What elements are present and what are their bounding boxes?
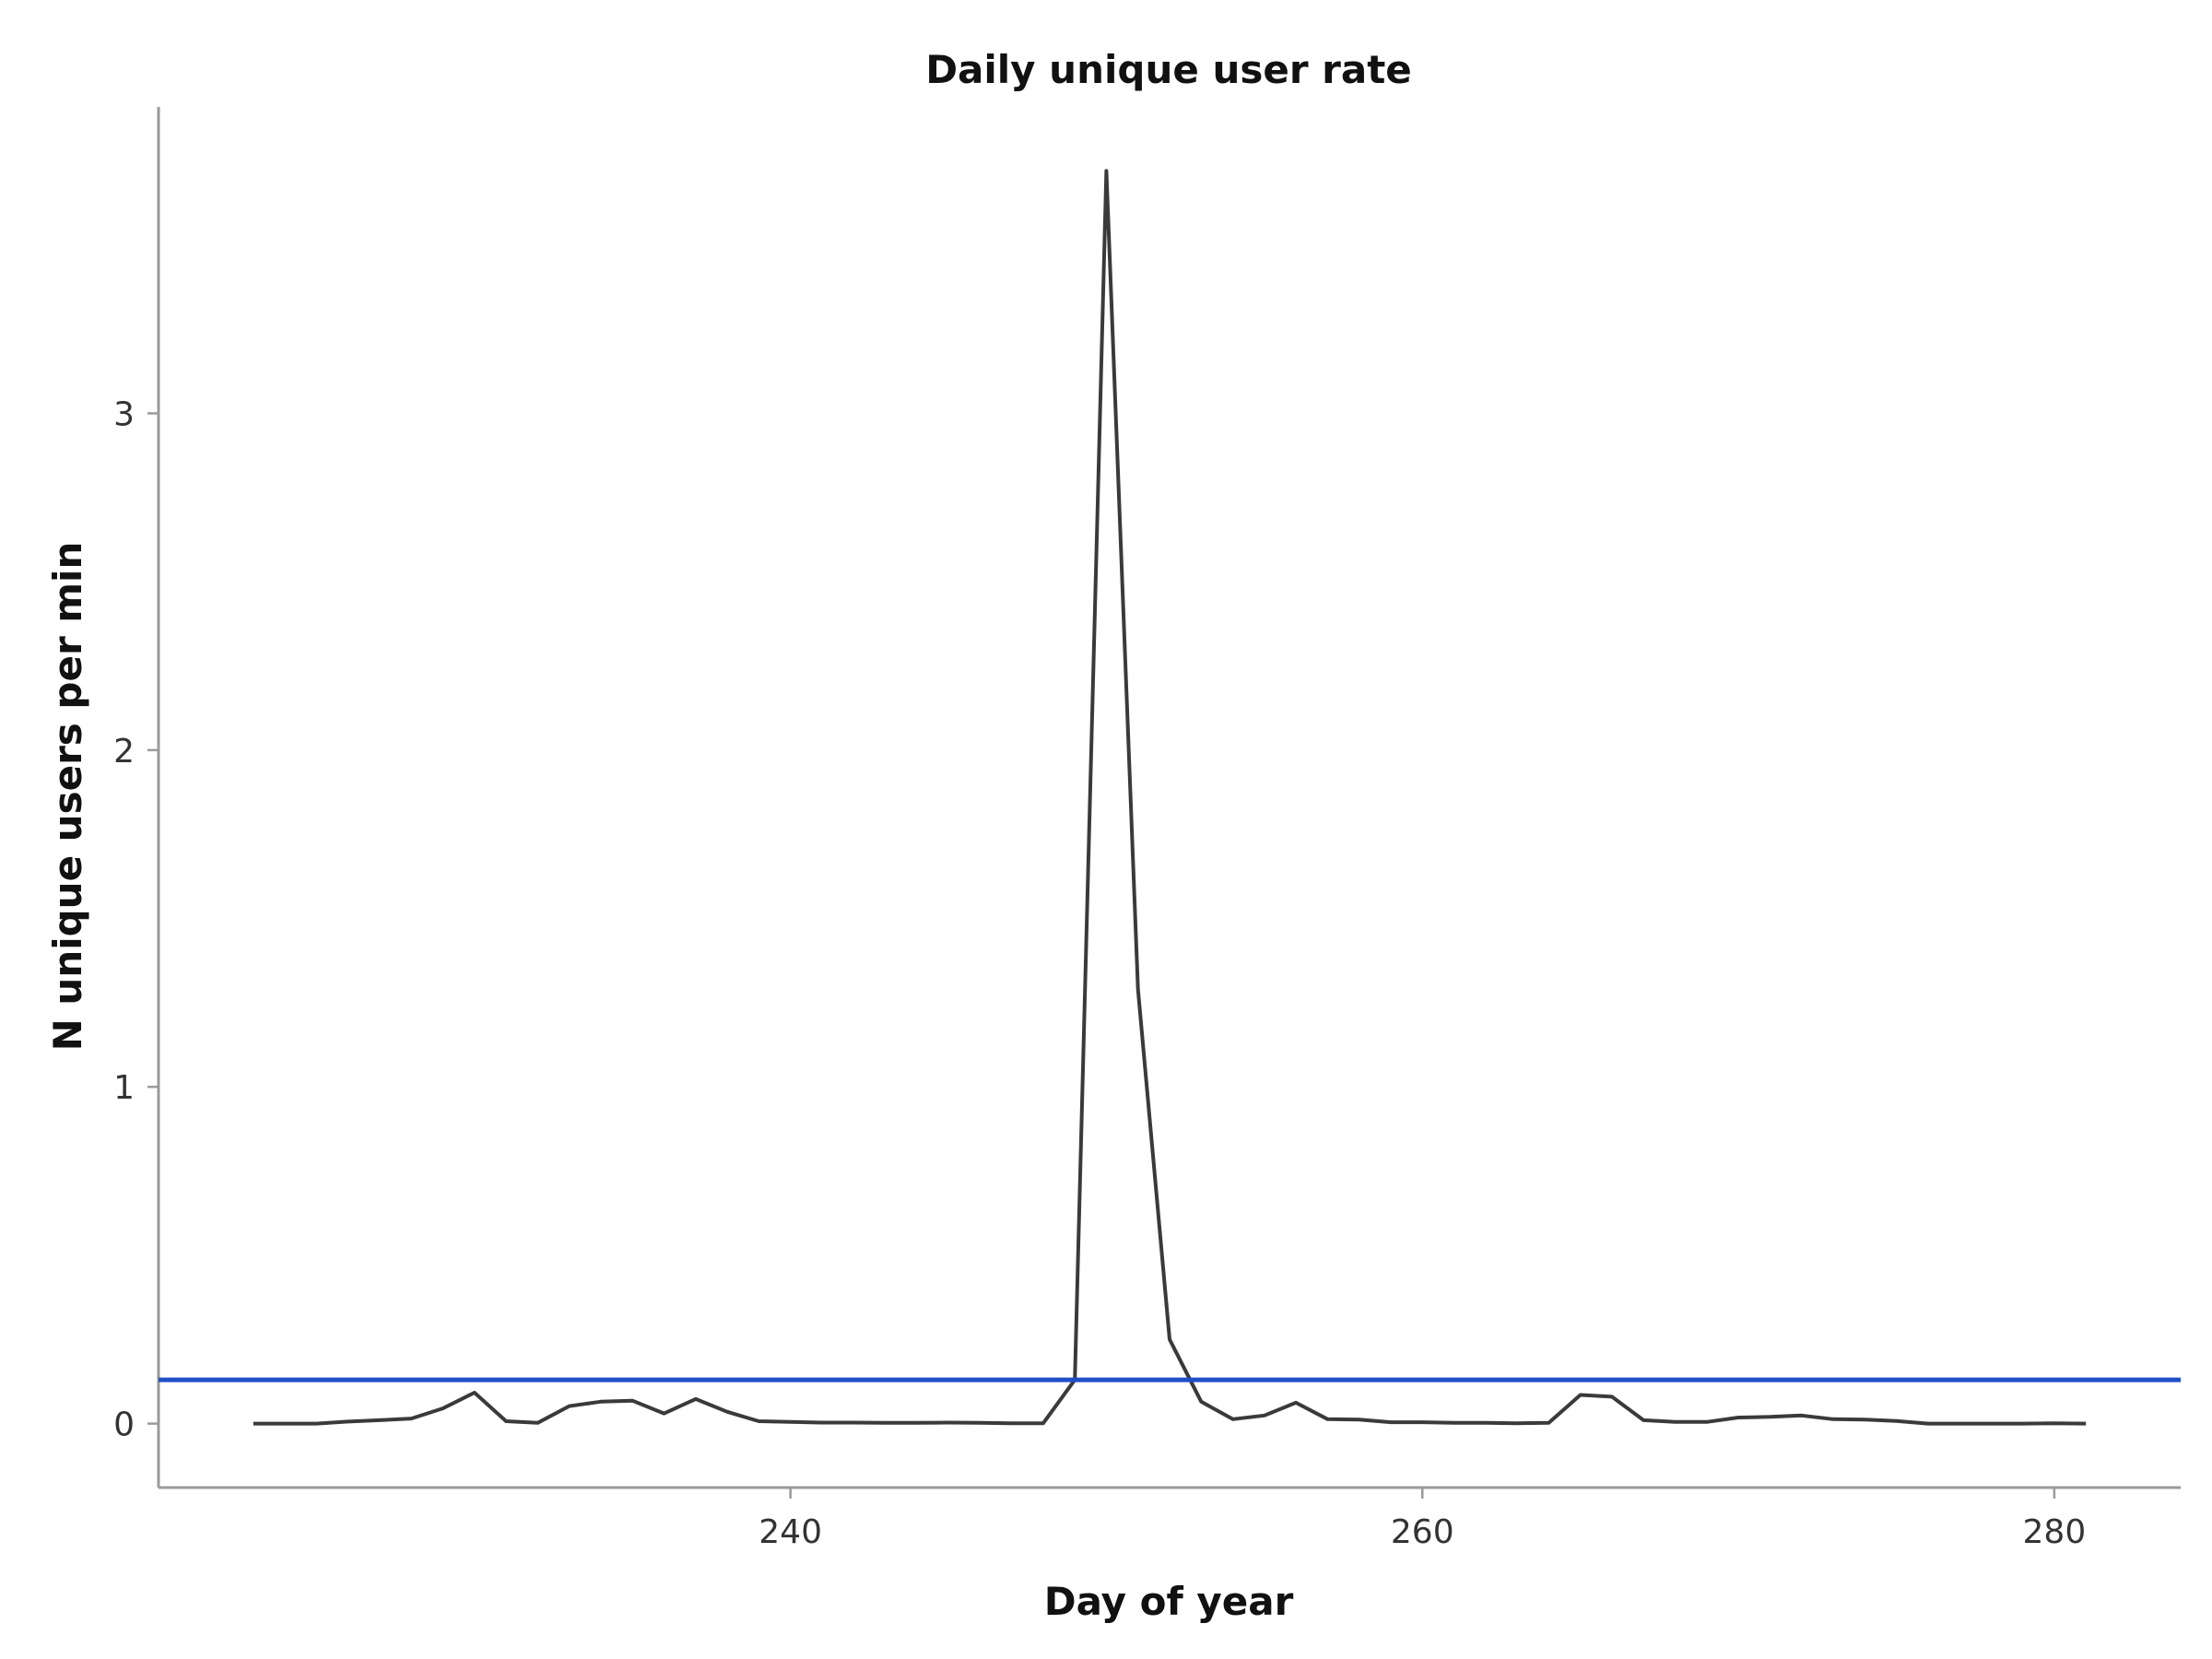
y-tick-label: 0	[113, 1406, 135, 1444]
plot-area	[159, 169, 2181, 1426]
x-tick-label: 260	[1391, 1513, 1454, 1551]
chart-title: Daily unique user rate	[925, 47, 1412, 92]
x-axis-label: Day of year	[1044, 1579, 1294, 1624]
y-tick-label: 3	[113, 395, 135, 433]
x-tick-label: 240	[759, 1513, 822, 1551]
x-ticks: 240 260 280	[759, 1488, 2086, 1551]
y-tick-label: 1	[113, 1069, 135, 1107]
x-tick-label: 280	[2023, 1513, 2087, 1551]
y-axis-label: N unique users per min	[45, 542, 90, 1052]
series-line	[253, 169, 2087, 1426]
y-tick-label: 2	[113, 733, 135, 771]
axes	[157, 107, 2181, 1489]
y-ticks: 0 1 2 3	[113, 395, 159, 1444]
